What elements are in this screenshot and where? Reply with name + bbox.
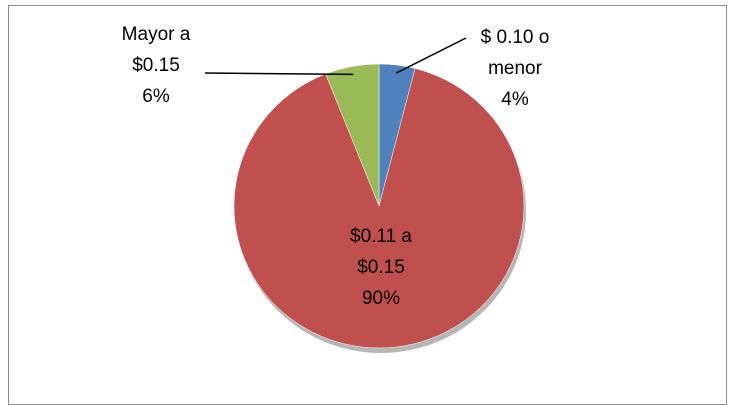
category-label: $0.11 a $0.15 bbox=[350, 226, 412, 278]
leader-line bbox=[204, 72, 354, 76]
pie-slice bbox=[233, 68, 525, 349]
category-label: Mayor a $0.15 bbox=[121, 24, 191, 76]
category-label: $ 0.10 o menor bbox=[480, 27, 550, 79]
value-label: 4% bbox=[501, 89, 529, 110]
data-label: $ 0.10 o menor 4% bbox=[460, 22, 570, 115]
value-label: 90% bbox=[361, 288, 401, 309]
data-label: Mayor a $0.15 6% bbox=[121, 19, 191, 112]
leader-line bbox=[395, 37, 467, 74]
data-label: $0.11 a $0.15 90% bbox=[341, 221, 421, 314]
value-label: 6% bbox=[142, 86, 170, 107]
